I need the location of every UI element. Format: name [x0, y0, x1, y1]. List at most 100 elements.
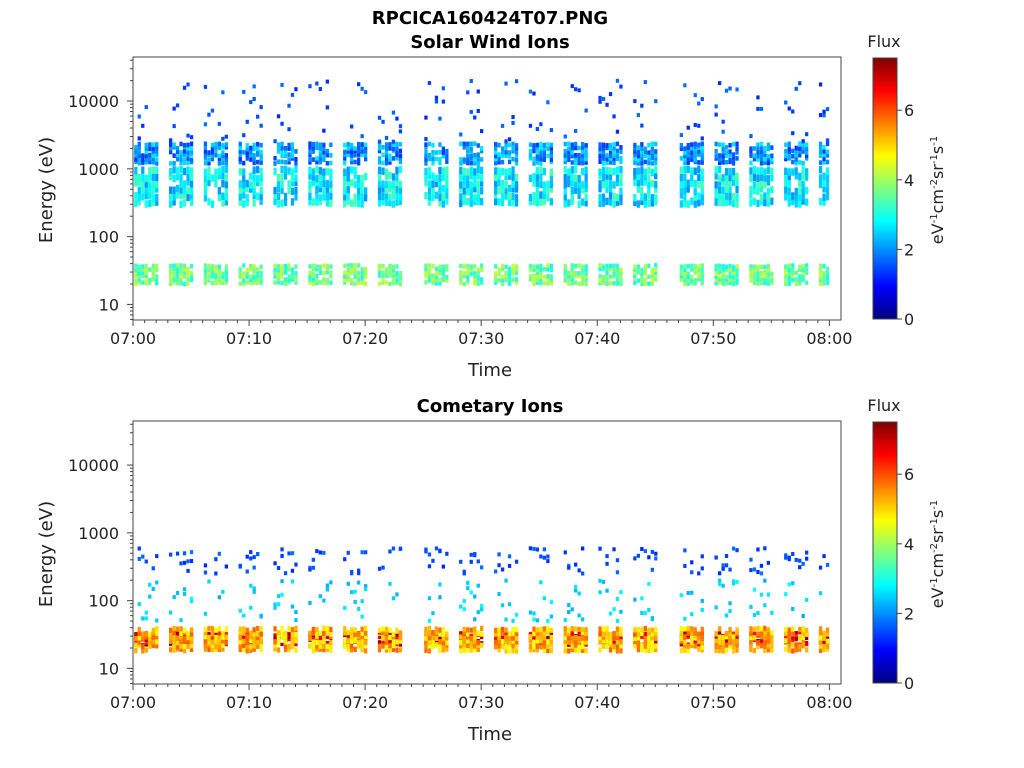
x-tick-label: 07:10 — [226, 329, 272, 348]
heatmap-cell — [424, 274, 428, 279]
heatmap-cell — [542, 157, 546, 162]
heatmap-cell — [175, 156, 180, 162]
heatmap-cell — [612, 607, 616, 612]
heatmap-cell — [721, 142, 725, 148]
heatmap-cell — [532, 281, 536, 286]
heatmap-cell — [679, 271, 683, 276]
heatmap-cell — [186, 559, 190, 564]
heatmap-cell — [801, 161, 805, 166]
heatmap-cell — [654, 166, 658, 174]
heatmap-cell — [714, 636, 718, 640]
heatmap-cell — [683, 267, 687, 272]
heatmap-cell — [189, 150, 194, 155]
heatmap-cell — [535, 127, 539, 131]
heatmap-cell — [182, 274, 187, 279]
heatmap-cell — [427, 81, 432, 85]
heatmap-cell — [469, 643, 473, 650]
heatmap-cell — [514, 161, 519, 166]
heatmap-cell — [438, 199, 442, 207]
heatmap-cell — [395, 639, 399, 645]
heatmap-cell — [398, 630, 403, 636]
heatmap-cell — [203, 141, 208, 147]
heatmap-cell — [151, 273, 155, 279]
heatmap-cell — [700, 266, 704, 272]
heatmap-cell — [822, 630, 826, 636]
heatmap-cell — [445, 156, 449, 161]
heatmap-cell — [784, 153, 788, 159]
heatmap-cell — [294, 186, 298, 195]
heatmap-cell — [318, 159, 322, 165]
heatmap-cell — [494, 146, 498, 151]
heatmap-cell — [466, 180, 470, 189]
heatmap-cell — [256, 152, 260, 157]
x-tick-label: 07:00 — [110, 693, 156, 712]
heatmap-cell — [693, 150, 697, 155]
heatmap-cell — [801, 267, 805, 273]
heatmap-cell — [189, 271, 194, 276]
heatmap-cell — [308, 160, 312, 165]
heatmap-cell — [605, 185, 609, 193]
heatmap-cell — [601, 142, 606, 148]
heatmap-cell — [577, 175, 581, 183]
heatmap-cell — [325, 263, 329, 268]
heatmap-cell — [325, 641, 329, 645]
heatmap-cell — [395, 166, 399, 175]
heatmap-cell — [350, 627, 354, 633]
heatmap-cell — [724, 153, 729, 159]
heatmap-cell — [462, 271, 466, 276]
heatmap-cell — [570, 634, 574, 638]
heatmap-cell — [787, 627, 791, 633]
heatmap-cell — [395, 155, 399, 161]
heatmap-cell — [207, 267, 211, 272]
heatmap-cell — [388, 581, 392, 586]
heatmap-cell — [329, 647, 333, 653]
heatmap-cell — [182, 157, 187, 162]
heatmap-cell — [608, 180, 613, 188]
heatmap-cell — [574, 642, 578, 648]
heatmap-cell — [805, 556, 809, 561]
heatmap-cell — [787, 582, 791, 587]
heatmap-cell — [721, 566, 725, 571]
heatmap-cell — [141, 157, 145, 162]
heatmap-cell — [434, 99, 439, 104]
heatmap-cell — [346, 178, 350, 186]
heatmap-cell — [151, 627, 155, 633]
heatmap-cell — [683, 150, 687, 155]
heatmap-cell — [494, 639, 498, 645]
heatmap-cell — [259, 197, 263, 205]
heatmap-cell — [350, 634, 354, 641]
heatmap-cell — [563, 638, 567, 644]
heatmap-cell — [735, 647, 739, 653]
heatmap-cell — [633, 198, 637, 207]
heatmap-cell — [273, 197, 277, 206]
heatmap-cell — [759, 152, 764, 158]
heatmap-cell — [721, 648, 725, 654]
heatmap-cell — [294, 174, 298, 182]
heatmap-cell — [155, 166, 159, 174]
heatmap-cell — [615, 148, 620, 154]
heatmap-cell — [615, 129, 620, 134]
heatmap-cell — [473, 594, 477, 599]
heatmap-cell — [252, 199, 256, 207]
heatmap-cell — [693, 627, 697, 633]
heatmap-cell — [148, 643, 152, 650]
heatmap-cell — [249, 638, 253, 644]
heatmap-cell — [633, 178, 637, 186]
heatmap-cell — [514, 79, 519, 84]
heatmap-cell — [203, 194, 208, 202]
heatmap-cell — [763, 546, 767, 551]
heatmap-cell — [511, 156, 515, 162]
heatmap-cell — [731, 178, 736, 186]
heatmap-cell — [476, 646, 480, 652]
heatmap-cell — [189, 135, 194, 140]
heatmap-cell — [141, 166, 145, 174]
heatmap-cell — [724, 642, 729, 648]
heatmap-cell — [731, 643, 736, 649]
heatmap-cell — [350, 647, 354, 653]
heatmap-cell — [818, 145, 823, 151]
heatmap-cell — [137, 153, 141, 158]
heatmap-cell — [563, 193, 567, 201]
heatmap-cell — [214, 141, 218, 147]
heatmap-cell — [256, 270, 260, 275]
heatmap-cell — [273, 605, 277, 610]
